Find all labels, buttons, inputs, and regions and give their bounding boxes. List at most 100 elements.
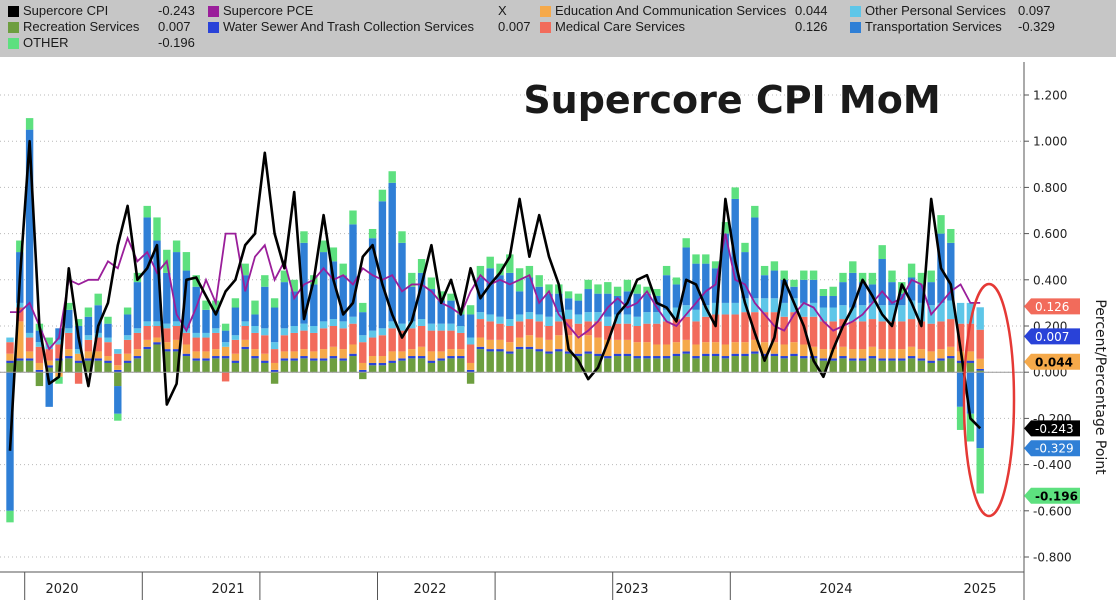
bar-other bbox=[878, 245, 886, 260]
legend-value: -0.196 bbox=[158, 35, 195, 50]
bar-education bbox=[829, 349, 837, 359]
bar-recreation bbox=[192, 360, 200, 373]
bar-other bbox=[300, 231, 308, 243]
legend-swatch bbox=[8, 6, 19, 17]
bar-other bbox=[672, 277, 681, 285]
bar-education bbox=[241, 339, 249, 347]
bar-recreation bbox=[515, 349, 524, 373]
bar-transportation bbox=[251, 314, 259, 326]
bar-other bbox=[858, 272, 867, 283]
bar-water bbox=[486, 349, 494, 352]
bar-medical bbox=[907, 319, 916, 347]
bar-transportation bbox=[515, 291, 524, 315]
legend-name: Supercore CPI bbox=[23, 3, 109, 18]
bar-personal bbox=[770, 298, 779, 313]
bar-other bbox=[212, 300, 220, 310]
bar-medical bbox=[163, 328, 171, 343]
bar-education bbox=[525, 335, 534, 347]
bar-education bbox=[153, 337, 161, 343]
bar-other bbox=[408, 272, 416, 287]
bar-medical bbox=[947, 319, 955, 347]
bar-personal bbox=[956, 302, 965, 324]
bar-medical bbox=[702, 316, 710, 343]
bar-other bbox=[94, 293, 102, 306]
bar-medical bbox=[535, 321, 543, 338]
bar-other bbox=[447, 293, 455, 301]
bar-transportation bbox=[349, 224, 357, 317]
bar-water bbox=[408, 356, 416, 359]
bar-recreation bbox=[310, 360, 318, 373]
bar-recreation bbox=[545, 353, 553, 373]
highlight-ellipse bbox=[962, 282, 1016, 518]
bar-personal bbox=[457, 326, 465, 333]
bar-recreation bbox=[692, 358, 700, 373]
bar-personal bbox=[506, 319, 514, 326]
bar-recreation bbox=[947, 358, 955, 373]
bar-personal bbox=[163, 323, 171, 329]
legend-value: -0.243 bbox=[158, 3, 195, 18]
bar-water bbox=[447, 356, 455, 359]
bar-personal bbox=[55, 339, 63, 345]
bar-recreation bbox=[359, 372, 367, 380]
bar-personal bbox=[114, 349, 122, 354]
bar-transportation bbox=[270, 307, 279, 343]
bar-recreation bbox=[447, 358, 455, 373]
bar-personal bbox=[261, 328, 269, 336]
bar-education bbox=[408, 349, 416, 357]
bar-other bbox=[172, 240, 181, 253]
bar-medical bbox=[388, 328, 396, 352]
bar-personal bbox=[84, 335, 93, 340]
bar-other bbox=[751, 205, 759, 218]
bar-other bbox=[398, 231, 406, 243]
legend-name: Water Sewer And Trash Collection Service… bbox=[223, 19, 474, 34]
bar-water bbox=[172, 349, 181, 352]
bar-personal bbox=[45, 344, 53, 350]
bar-transportation bbox=[917, 284, 926, 303]
bar-water bbox=[133, 356, 142, 359]
bar-water bbox=[858, 358, 867, 361]
bar-transportation bbox=[359, 312, 367, 336]
bar-education bbox=[486, 339, 494, 350]
bar-medical bbox=[751, 312, 759, 340]
bar-recreation bbox=[741, 356, 749, 373]
bar-medical bbox=[966, 323, 975, 352]
bar-personal bbox=[633, 316, 641, 326]
bar-transportation bbox=[192, 286, 200, 333]
bar-education bbox=[437, 351, 445, 359]
bar-medical bbox=[437, 330, 445, 352]
bar-personal bbox=[574, 314, 583, 324]
bar-education bbox=[212, 349, 220, 357]
bar-transportation bbox=[417, 272, 426, 320]
bar-recreation bbox=[25, 360, 34, 373]
value-label-box bbox=[1024, 420, 1080, 437]
bar-medical bbox=[917, 321, 926, 350]
bar-recreation bbox=[702, 356, 710, 373]
bar-water bbox=[643, 356, 651, 359]
bar-other bbox=[339, 263, 347, 276]
bar-medical bbox=[466, 344, 475, 363]
bar-recreation bbox=[280, 360, 289, 373]
bar-transportation bbox=[574, 300, 583, 315]
bar-personal bbox=[613, 314, 622, 324]
bar-water bbox=[290, 358, 298, 361]
bar-medical bbox=[221, 372, 230, 382]
chart-title: Supercore CPI MoM bbox=[523, 78, 940, 122]
bar-medical bbox=[574, 323, 583, 336]
bar-education bbox=[692, 344, 700, 357]
bar-water bbox=[633, 356, 641, 359]
bar-water bbox=[976, 368, 984, 371]
bar-other bbox=[16, 240, 24, 253]
bar-water bbox=[956, 360, 965, 363]
bar-transportation bbox=[613, 295, 622, 315]
bar-transportation bbox=[506, 272, 514, 320]
bar-recreation bbox=[172, 351, 181, 373]
bar-medical bbox=[888, 321, 896, 350]
bar-medical bbox=[770, 312, 779, 343]
bar-other bbox=[966, 413, 975, 442]
bar-personal bbox=[329, 319, 338, 326]
bar-recreation bbox=[496, 351, 504, 373]
bar-other bbox=[319, 240, 328, 253]
bar-transportation bbox=[770, 270, 779, 299]
bar-recreation bbox=[417, 358, 426, 373]
bar-medical bbox=[251, 332, 259, 350]
